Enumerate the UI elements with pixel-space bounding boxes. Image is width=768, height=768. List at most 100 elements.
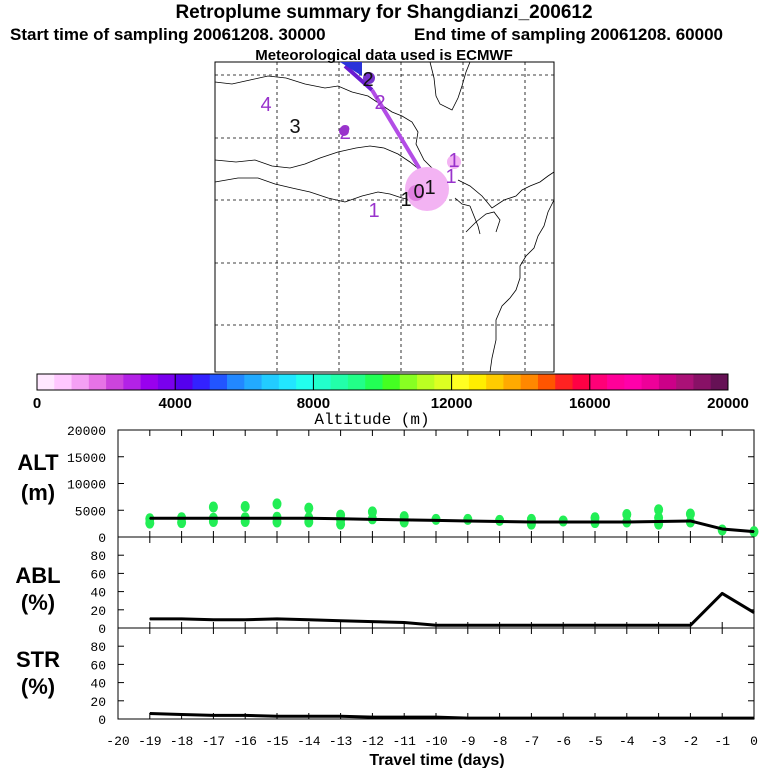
altitude-scatter-point [399, 516, 409, 528]
colorbar-cell [106, 374, 124, 390]
altitude-scatter-point [145, 517, 155, 529]
series-point [467, 624, 469, 626]
altitude-scatter-point [272, 498, 282, 510]
series-point [403, 519, 405, 521]
series-point [403, 716, 405, 718]
panel-ylabel: STR [16, 647, 60, 672]
x-tick-label: -18 [170, 734, 193, 749]
x-tick-label: -1 [714, 734, 730, 749]
series-point [308, 619, 310, 621]
colorbar-cell [503, 374, 522, 390]
colorbar-cell [399, 374, 418, 390]
colorbar-cell [365, 374, 383, 390]
series-point [594, 717, 596, 719]
series-point [753, 531, 755, 533]
y-tick-label: 40 [90, 586, 106, 601]
panel-alt: 0 5000 10000 15000 20000 ALT (m) [17, 424, 759, 546]
altitude-scatter-point [208, 501, 218, 513]
x-tick-label: -13 [329, 734, 352, 749]
series-point [435, 624, 437, 626]
panel-ylabel: ALT [17, 450, 59, 475]
series-point [562, 521, 564, 523]
colorbar-cell [175, 374, 193, 390]
altitude-scatter-point [526, 518, 536, 530]
y-tick-label: 20000 [67, 424, 106, 439]
x-tick-label: -9 [460, 734, 476, 749]
colorbar-cell [347, 374, 366, 390]
x-tick-label: -3 [651, 734, 667, 749]
colorbar-cell [555, 374, 573, 390]
series-point [499, 624, 501, 626]
colorbar-cell [382, 374, 401, 390]
colorbar-tick-label: 20000 [707, 395, 749, 412]
series-point [499, 520, 501, 523]
series-point [689, 624, 692, 626]
y-tick-label: 0 [98, 713, 106, 728]
x-tick-label: -20 [106, 734, 129, 749]
colorbar-cell [157, 374, 176, 390]
series-point [721, 717, 723, 719]
altitude-scatter-point [463, 513, 473, 525]
colorbar-cell [261, 374, 280, 390]
altitude-scatter-point [654, 504, 664, 516]
y-tick-label: 10000 [67, 478, 106, 493]
panel-ylabel: ABL [15, 563, 60, 588]
x-tick-label: -6 [555, 734, 571, 749]
x-tick-label: -11 [392, 734, 416, 749]
colorbar-tick-label: 12000 [431, 395, 473, 412]
x-tick-label: -5 [587, 734, 603, 749]
colorbar-tick-label: 0 [33, 395, 41, 412]
colorbar-cell [520, 374, 539, 390]
colorbar-cell [140, 374, 159, 390]
x-tick-label: -7 [524, 734, 540, 749]
colorbar-cell [330, 374, 349, 390]
colorbar-cell [296, 374, 314, 390]
colorbar-cell [192, 374, 211, 390]
colorbar-cell [88, 374, 107, 390]
colorbar-cell [451, 374, 470, 390]
colorbar-tick-label: 16000 [569, 395, 611, 412]
altitude-scatter-point [304, 502, 314, 514]
colorbar-cell [693, 374, 712, 390]
y-tick-label: 60 [90, 567, 106, 582]
series-point [212, 619, 214, 621]
series-point [244, 517, 246, 519]
colorbar-tick-labels: 0 4000 8000 12000 16000 20000 [33, 395, 749, 412]
series-point [594, 624, 596, 626]
series-point [371, 716, 373, 718]
series-point [340, 620, 342, 622]
colorbar-cell [71, 374, 90, 390]
colorbar-cell [710, 374, 729, 390]
series-point [530, 624, 533, 626]
colorbar-cell [434, 374, 452, 390]
altitude-colorbar: 0 4000 8000 12000 16000 20000 Altitude (m) [33, 373, 749, 428]
series-point [658, 624, 660, 626]
series-point [371, 518, 373, 520]
x-tick-label: -4 [619, 734, 635, 749]
y-tick-label: 0 [98, 622, 106, 637]
series-point [689, 717, 692, 719]
colorbar-tick-label: 4000 [159, 395, 192, 412]
panel-str: 0 20 40 60 80 STR(%) [16, 627, 755, 728]
series-point [689, 520, 692, 522]
y-tick-label: 0 [98, 531, 106, 546]
x-tick-labels: -20 -19 -18 -17 -16 -15 -14 -13 -12 -11 -10 -9 -8 -7-… [106, 734, 758, 749]
series-point [371, 621, 373, 623]
y-tick-label: 40 [90, 677, 106, 692]
colorbar-cell [54, 374, 72, 390]
series-point [149, 712, 151, 715]
series-point [721, 528, 723, 530]
x-tick-label: -16 [233, 734, 256, 749]
colorbar-cell [227, 374, 245, 390]
series-point [244, 619, 246, 621]
series-point [308, 715, 310, 717]
series-line [149, 712, 754, 720]
series-point [149, 618, 151, 620]
series-point [340, 518, 342, 520]
colorbar-cell [589, 374, 608, 390]
colorbar-cell [537, 374, 556, 390]
series-point [626, 521, 628, 523]
series-point [530, 521, 533, 523]
series-point [403, 621, 405, 624]
